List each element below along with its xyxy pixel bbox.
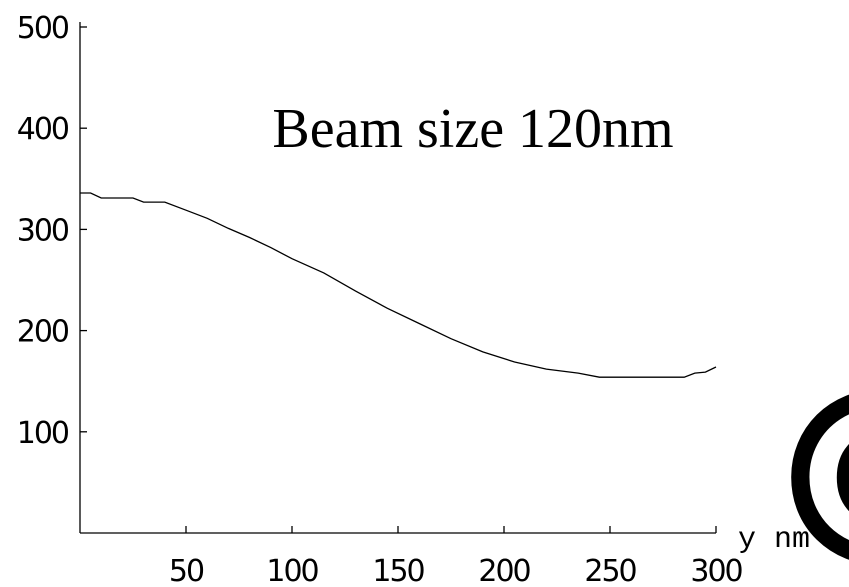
x-tick-label: 150: [372, 554, 424, 587]
y-tick-label: 300: [17, 213, 69, 248]
x-tick-label: 200: [478, 554, 530, 587]
y-tick-label: 400: [17, 112, 69, 147]
x-tick-label: 300: [690, 554, 742, 587]
y-ticks: 100 200 300 400 500: [17, 11, 87, 451]
chart-title: Beam size 120nm: [272, 98, 673, 160]
x-tick-label: 50: [169, 554, 204, 587]
series-line: [80, 192, 717, 378]
x-tick-label: 250: [584, 554, 636, 587]
decorative-at-glyph: @: [778, 345, 849, 578]
y-tick-label: 100: [17, 416, 69, 451]
x-tick-label: 100: [266, 554, 318, 587]
y-tick-label: 200: [17, 315, 69, 350]
x-ticks: 50 100 150 200 250 300: [169, 526, 745, 587]
y-tick-label: 500: [17, 11, 69, 46]
x-axis-label: y nm: [738, 523, 810, 557]
